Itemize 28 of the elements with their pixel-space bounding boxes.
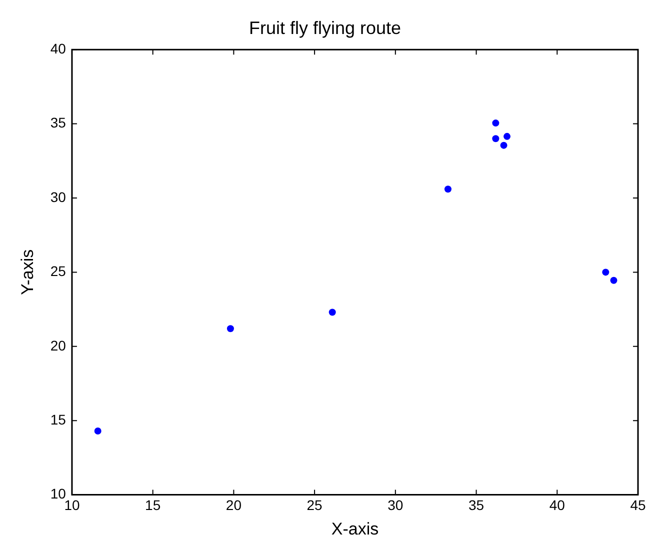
x-tick-label: 30 xyxy=(388,497,404,514)
point xyxy=(444,186,452,193)
y-tick-label: 20 xyxy=(50,337,66,354)
point xyxy=(504,132,511,140)
point xyxy=(602,268,610,276)
point xyxy=(500,142,508,149)
point xyxy=(492,120,500,127)
y-tick-label: 35 xyxy=(50,114,66,131)
point xyxy=(226,325,234,332)
y-tick-label: 15 xyxy=(50,411,66,428)
x-tick-label: 40 xyxy=(549,497,566,514)
point xyxy=(328,308,336,316)
chart-title: Fruit fly flying route xyxy=(248,18,402,38)
x-axis-title: X-axis xyxy=(331,519,379,538)
point xyxy=(610,276,618,284)
x-tick-label: 10 xyxy=(64,497,80,514)
x-tick-label: 20 xyxy=(226,497,242,514)
x-tick-label: 25 xyxy=(306,497,323,514)
point xyxy=(94,427,102,434)
x-tick-label: 15 xyxy=(145,497,161,514)
y-tick-label: 30 xyxy=(50,188,66,205)
y-tick-label: 40 xyxy=(50,40,66,56)
point xyxy=(492,135,500,142)
y-tick-label: 10 xyxy=(50,486,66,502)
y-axis-title: Y-axis xyxy=(18,249,37,296)
x-tick-label: 45 xyxy=(630,497,646,514)
y-tick-label: 25 xyxy=(50,263,66,280)
x-tick-label: 35 xyxy=(468,497,484,514)
